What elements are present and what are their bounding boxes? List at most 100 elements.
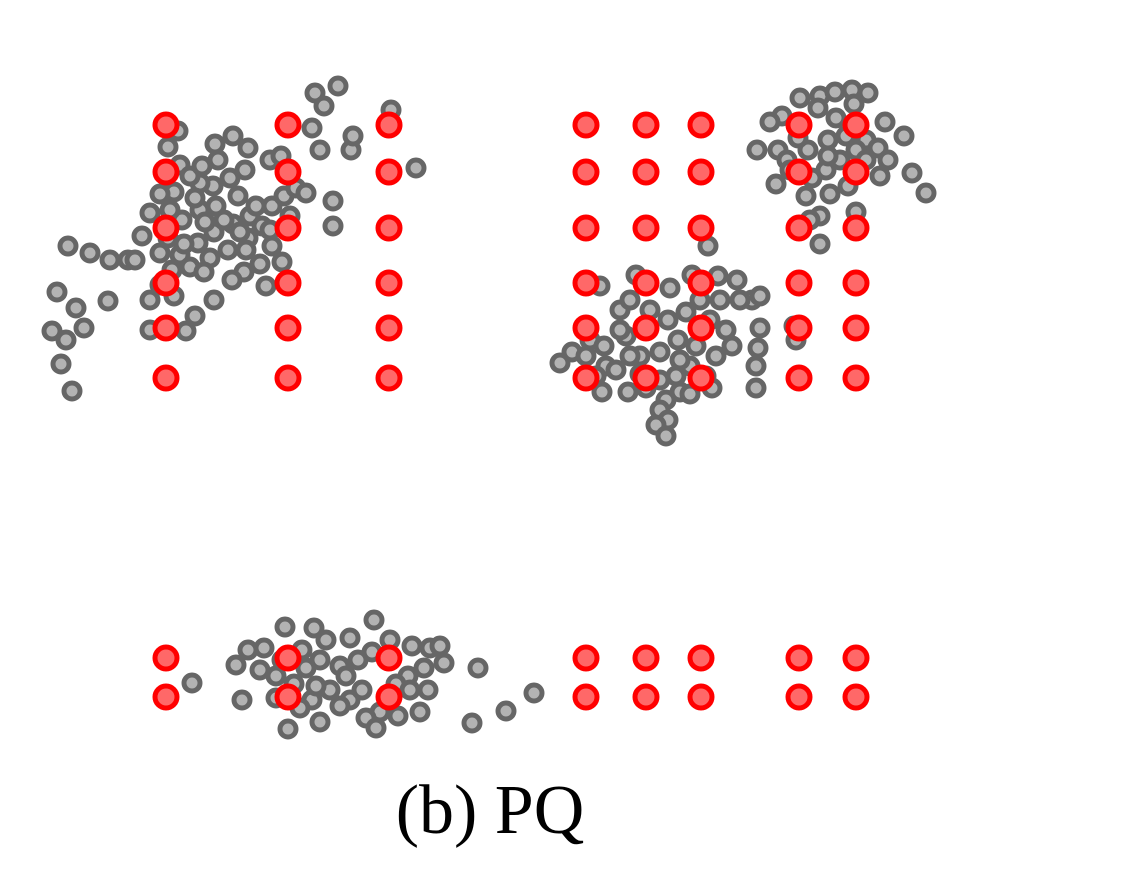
data-point: [73, 317, 95, 339]
centroid-point: [274, 364, 302, 392]
data-point: [679, 383, 701, 405]
data-point: [219, 167, 241, 189]
data-point: [194, 211, 216, 233]
data-point: [795, 185, 817, 207]
data-point: [234, 159, 256, 181]
data-point: [591, 381, 613, 403]
data-point: [869, 165, 891, 187]
centroid-point: [375, 314, 403, 342]
data-point: [184, 305, 206, 327]
centroid-point: [687, 158, 715, 186]
data-point: [619, 345, 641, 367]
centroid-point: [274, 314, 302, 342]
data-point: [843, 93, 865, 115]
data-point: [819, 183, 841, 205]
data-point: [729, 289, 751, 311]
centroid-point: [375, 364, 403, 392]
centroid-point: [687, 111, 715, 139]
data-point: [309, 711, 331, 733]
data-point: [715, 319, 737, 341]
data-point: [549, 352, 571, 374]
data-point: [893, 125, 915, 147]
centroid-point: [687, 214, 715, 242]
centroid-point: [785, 214, 813, 242]
data-point: [749, 285, 771, 307]
data-point: [261, 235, 283, 257]
data-point: [149, 242, 171, 264]
centroid-point: [785, 314, 813, 342]
data-point: [746, 139, 768, 161]
centroid-point: [785, 644, 813, 672]
data-point: [204, 133, 226, 155]
centroid-point: [842, 111, 870, 139]
data-point: [617, 381, 639, 403]
data-point: [309, 139, 331, 161]
data-point: [657, 309, 679, 331]
centroid-point: [687, 683, 715, 711]
data-point: [253, 637, 275, 659]
centroid-point: [632, 158, 660, 186]
data-point: [46, 281, 68, 303]
data-point: [915, 182, 937, 204]
data-point: [399, 679, 421, 701]
data-point: [387, 705, 409, 727]
centroid-point: [572, 683, 600, 711]
data-point: [655, 425, 677, 447]
centroid-point: [375, 644, 403, 672]
data-point: [274, 616, 296, 638]
data-point: [255, 275, 277, 297]
data-point: [575, 345, 597, 367]
data-point: [495, 700, 517, 722]
data-point: [295, 182, 317, 204]
data-point: [789, 87, 811, 109]
centroid-point: [572, 314, 600, 342]
centroid-point: [632, 111, 660, 139]
centroid-point: [274, 111, 302, 139]
data-point: [277, 718, 299, 740]
data-point: [675, 301, 697, 323]
centroid-point: [842, 364, 870, 392]
data-point: [593, 335, 615, 357]
centroid-point: [152, 214, 180, 242]
data-point: [401, 635, 423, 657]
centroid-point: [632, 364, 660, 392]
data-point: [726, 269, 748, 291]
data-point: [231, 689, 253, 711]
centroid-point: [842, 683, 870, 711]
data-point: [461, 712, 483, 734]
centroid-point: [152, 269, 180, 297]
data-point: [193, 261, 215, 283]
data-point: [229, 221, 251, 243]
data-point: [315, 629, 337, 651]
data-point: [745, 377, 767, 399]
centroid-point: [572, 364, 600, 392]
data-point: [181, 672, 203, 694]
centroid-point: [572, 158, 600, 186]
centroid-point: [632, 644, 660, 672]
data-point: [747, 337, 769, 359]
data-point: [303, 617, 325, 639]
data-point: [467, 657, 489, 679]
centroid-point: [687, 269, 715, 297]
centroid-point: [785, 111, 813, 139]
data-point: [57, 235, 79, 257]
centroid-point: [375, 111, 403, 139]
centroid-point: [842, 314, 870, 342]
data-point: [249, 253, 271, 275]
data-point: [825, 107, 847, 129]
centroid-point: [375, 158, 403, 186]
centroid-point: [152, 364, 180, 392]
centroid-point: [785, 364, 813, 392]
centroid-point: [687, 364, 715, 392]
data-point: [313, 95, 335, 117]
data-point: [857, 82, 879, 104]
data-point: [874, 111, 896, 133]
data-point: [609, 319, 631, 341]
data-point: [619, 289, 641, 311]
centroid-point: [842, 158, 870, 186]
data-point: [41, 320, 63, 342]
data-point: [139, 202, 161, 224]
data-point: [523, 682, 545, 704]
data-point: [184, 187, 206, 209]
